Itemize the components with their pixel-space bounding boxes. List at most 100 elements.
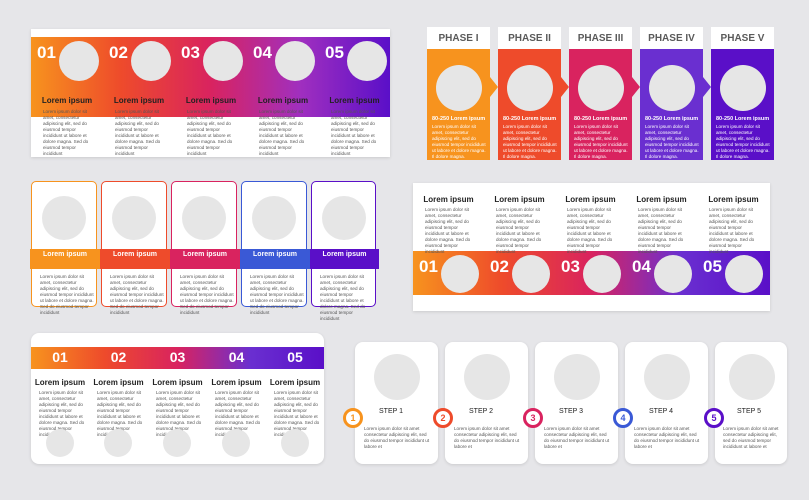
phase-title: 80-250 Lorem ipsum bbox=[645, 116, 699, 122]
item-title: Lorem ipsum bbox=[185, 96, 237, 105]
column-1: Lorem ipsum Lorem ipsum dolor sit amet, … bbox=[413, 183, 484, 311]
image-placeholder-circle bbox=[654, 255, 692, 293]
card-3: Lorem ipsum Lorem ipsum dolor sit amet, … bbox=[170, 181, 240, 315]
phase-title: 80-250 Lorem ipsum bbox=[574, 116, 628, 122]
step-number: 02 bbox=[110, 349, 127, 365]
item-title: Lorem ipsum bbox=[43, 251, 87, 258]
arrow-right-icon bbox=[703, 77, 711, 97]
infographic-outlined-cards: Lorem ipsum Lorem ipsum dolor sit amet, … bbox=[30, 181, 379, 321]
phase-title: 80-250 Lorem ipsum bbox=[503, 116, 557, 122]
step-number-badge: 4 bbox=[613, 408, 633, 428]
phase-1: PHASE I 80-250 Lorem ipsum Lorem ipsum d… bbox=[427, 27, 498, 160]
step-text: Lorem ipsum dolor sit amet consectetur a… bbox=[454, 426, 520, 449]
item-title: Lorem ipsum bbox=[708, 195, 759, 204]
image-placeholder-circle bbox=[644, 354, 690, 400]
arrow-right-icon bbox=[561, 77, 569, 97]
image-placeholder-circle bbox=[554, 354, 600, 400]
image-placeholder-circle bbox=[583, 255, 621, 293]
item-title: Lorem ipsum bbox=[113, 251, 157, 258]
step-number-badge: 3 bbox=[523, 408, 543, 428]
item-title: Lorem ipsum bbox=[565, 195, 616, 204]
infographic-phases: PHASE I 80-250 Lorem ipsum Lorem ipsum d… bbox=[427, 27, 778, 160]
step-card-1: STEP 1 Lorem ipsum dolor sit amet consec… bbox=[355, 342, 438, 464]
step-text: Lorem ipsum dolor sit amet consectetur a… bbox=[634, 426, 700, 449]
card-5: Lorem ipsum Lorem ipsum dolor sit amet, … bbox=[310, 181, 379, 321]
step-number: 03 bbox=[181, 43, 200, 62]
image-placeholder-circle bbox=[347, 41, 387, 81]
step-number: 04 bbox=[253, 43, 272, 62]
image-placeholder-circle bbox=[720, 65, 766, 111]
step-number: 02 bbox=[109, 43, 128, 62]
image-placeholder-circle bbox=[203, 41, 243, 81]
column-5: Lorem ipsum Lorem ipsum dolor sit amet, … bbox=[697, 183, 770, 311]
item-title: Lorem ipsum bbox=[34, 378, 86, 387]
step-number: 04 bbox=[632, 257, 651, 276]
column-1: 01 Lorem ipsum Lorem ipsum dolor sit ame… bbox=[31, 29, 103, 157]
item-text: Lorem ipsum dolor sit amet, consectetur … bbox=[110, 274, 164, 315]
item-title: Lorem ipsum bbox=[93, 378, 144, 387]
title-band bbox=[100, 249, 170, 269]
infographic-steps: STEP 1 Lorem ipsum dolor sit amet consec… bbox=[340, 340, 790, 465]
image-placeholder-circle bbox=[725, 255, 763, 293]
step-text: Lorem ipsum dolor sit amet consectetur a… bbox=[544, 426, 610, 449]
step-number: 01 bbox=[419, 257, 438, 276]
phase-label: PHASE V bbox=[720, 33, 765, 44]
item-text: Lorem ipsum dolor sit amet, consectetur … bbox=[425, 207, 471, 254]
column-3: Lorem ipsum Lorem ipsum dolor sit amet, … bbox=[555, 183, 626, 311]
item-text: Lorem ipsum dolor sit amet, consectetur … bbox=[115, 109, 161, 156]
item-title: Lorem ipsum bbox=[494, 195, 545, 204]
phase-3: PHASE III 80-250 Lorem ipsum Lorem ipsum… bbox=[569, 27, 640, 160]
phase-5: PHASE V 80-250 Lorem ipsum Lorem ipsum d… bbox=[711, 27, 774, 160]
item-text: Lorem ipsum dolor sit amet, consectetur … bbox=[709, 207, 755, 254]
title-band bbox=[310, 249, 379, 269]
item-text: Lorem ipsum dolor sit amet, consectetur … bbox=[320, 274, 366, 321]
image-placeholder-circle bbox=[578, 65, 624, 111]
image-placeholder-circle bbox=[222, 429, 250, 457]
item-text: Lorem ipsum dolor sit amet, consectetur … bbox=[187, 109, 233, 156]
phase-text: Lorem ipsum dolor sit amet, consectetur … bbox=[645, 124, 699, 159]
gradient-tab-band bbox=[31, 347, 324, 369]
step-card-5: STEP 5 Lorem ipsum dolor sit amet consec… bbox=[715, 342, 787, 464]
column-2: 02 Lorem ipsum Lorem ipsum dolor sit ame… bbox=[103, 29, 175, 157]
column-3: 03 Lorem ipsum Lorem ipsum dolor sit ame… bbox=[148, 333, 207, 464]
step-number: 03 bbox=[169, 349, 186, 365]
image-placeholder-circle bbox=[507, 65, 553, 111]
step-text: Lorem ipsum dolor sit amet consectetur a… bbox=[723, 426, 779, 449]
item-title: Lorem ipsum bbox=[329, 96, 380, 105]
arrow-right-icon bbox=[490, 77, 498, 97]
image-placeholder-circle bbox=[182, 196, 226, 240]
column-1: 01 Lorem ipsum Lorem ipsum dolor sit ame… bbox=[31, 333, 89, 464]
column-3: 03 Lorem ipsum Lorem ipsum dolor sit ame… bbox=[175, 29, 247, 157]
infographic-numbered-tabs: 01 Lorem ipsum Lorem ipsum dolor sit ame… bbox=[31, 333, 324, 464]
item-title: Lorem ipsum bbox=[113, 96, 165, 105]
image-placeholder-circle bbox=[441, 255, 479, 293]
item-text: Lorem ipsum dolor sit amet, consectetur … bbox=[259, 109, 305, 156]
item-text: Lorem ipsum dolor sit amet, consectetur … bbox=[250, 274, 304, 315]
step-label: STEP 5 bbox=[737, 408, 761, 415]
image-placeholder-circle bbox=[464, 354, 510, 400]
image-placeholder-circle bbox=[59, 41, 99, 81]
step-card-2: STEP 2 Lorem ipsum dolor sit amet consec… bbox=[445, 342, 528, 464]
column-4: 04 Lorem ipsum Lorem ipsum dolor sit ame… bbox=[207, 333, 266, 464]
image-placeholder-circle bbox=[649, 65, 695, 111]
image-placeholder-circle bbox=[104, 429, 132, 457]
card-1: Lorem ipsum Lorem ipsum dolor sit amet, … bbox=[30, 181, 100, 315]
image-placeholder-circle bbox=[374, 354, 420, 400]
phase-2: PHASE II 80-250 Lorem ipsum Lorem ipsum … bbox=[498, 27, 569, 160]
phase-title: 80-250 Lorem ipsum bbox=[716, 116, 770, 122]
card-4: Lorem ipsum Lorem ipsum dolor sit amet, … bbox=[240, 181, 310, 315]
step-number: 01 bbox=[52, 349, 68, 365]
image-placeholder-circle bbox=[281, 429, 309, 457]
step-number-badge: 5 bbox=[704, 408, 724, 428]
item-title: Lorem ipsum bbox=[322, 251, 367, 258]
column-4: 04 Lorem ipsum Lorem ipsum dolor sit ame… bbox=[247, 29, 319, 157]
image-placeholder-circle bbox=[729, 354, 775, 400]
phase-header bbox=[569, 27, 632, 49]
column-4: Lorem ipsum Lorem ipsum dolor sit amet, … bbox=[626, 183, 697, 311]
step-text: Lorem ipsum dolor sit amet consectetur a… bbox=[364, 426, 430, 449]
image-placeholder-circle bbox=[42, 196, 86, 240]
title-band bbox=[170, 249, 240, 269]
item-title: Lorem ipsum bbox=[183, 251, 227, 258]
title-band bbox=[30, 249, 100, 269]
column-2: 02 Lorem ipsum Lorem ipsum dolor sit ame… bbox=[89, 333, 148, 464]
